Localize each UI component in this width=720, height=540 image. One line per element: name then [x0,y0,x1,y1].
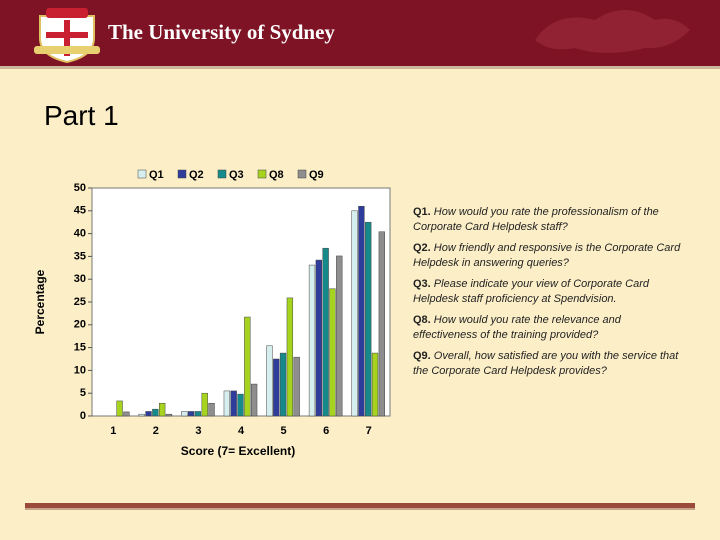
footer-bar [25,503,695,510]
bar [279,352,287,417]
y-tick-label: 25 [74,296,86,308]
legend-swatch [217,169,227,179]
legend-swatch [297,169,307,179]
question-label: Q8. [413,314,431,326]
legend-swatch [137,169,147,179]
question-text: Overall, how satisfied are you with the … [413,350,679,377]
question-text: Please indicate your view of Corporate C… [413,278,650,305]
legend-label: Q8 [269,169,284,181]
bar [223,390,231,417]
y-tick-label: 50 [74,182,86,194]
bar [336,255,343,417]
bar [371,352,379,417]
question-text: How friendly and responsive is the Corpo… [413,242,681,269]
x-tick-label: 5 [281,425,287,437]
bar [194,411,202,417]
y-tick-label: 35 [74,250,86,262]
y-tick-label: 15 [74,342,86,354]
bar [351,210,358,417]
question-note: Q3. Please indicate your view of Corpora… [413,277,688,306]
bar [308,264,316,417]
y-tick-label: 45 [74,205,86,217]
x-tick-label: 3 [195,425,201,437]
bar [165,413,173,417]
bar [329,288,336,417]
question-label: Q1. [413,206,431,218]
x-axis-label: Score (7= Excellent) [181,444,295,458]
bar [145,411,152,417]
y-tick-label: 5 [80,387,86,399]
y-tick-label: 10 [74,364,86,376]
y-tick-label: 20 [74,319,86,331]
question-note: Q1. How would you rate the professionali… [413,205,688,234]
legend-label: Q9 [309,169,324,181]
legend-label: Q2 [189,169,204,181]
plot-area [91,187,391,417]
question-notes: Q1. How would you rate the professionali… [413,205,688,385]
chart: Percentage Score (7= Excellent) 05101520… [33,169,391,458]
x-tick-label: 2 [153,425,159,437]
question-note: Q9. Overall, how satisfied are you with … [413,349,688,378]
question-note: Q2. How friendly and responsive is the C… [413,241,688,270]
bar [273,358,280,417]
question-text: How would you rate the professionalism o… [413,206,659,233]
bar [201,392,208,417]
question-note: Q8. How would you rate the relevance and… [413,313,688,342]
bar [208,402,215,417]
x-tick-label: 4 [238,425,245,437]
bar [378,231,385,417]
bar [286,297,294,417]
bar [230,390,237,417]
lion-emblem [535,10,690,53]
bar [250,383,258,417]
legend-label: Q1 [149,169,164,181]
bar [187,411,195,417]
x-tick-label: 7 [366,425,372,437]
header: The University of Sydney [0,0,720,69]
bar [181,411,188,417]
bar [138,413,145,417]
bar [152,408,159,417]
y-tick-label: 30 [74,273,86,285]
bar [322,247,329,417]
bar [123,411,130,417]
crest [34,8,100,64]
bar [116,400,123,417]
x-tick-label: 1 [110,425,116,437]
x-tick-label: 6 [323,425,329,437]
legend-swatch [257,169,267,179]
question-text: How would you rate the relevance and eff… [413,314,621,341]
bar [365,221,372,417]
bar [159,402,166,417]
question-label: Q9. [413,350,431,362]
bar [266,345,273,417]
y-tick-label: 40 [74,228,86,240]
y-tick-label: 0 [80,410,86,422]
bar [358,205,365,417]
question-label: Q2. [413,242,431,254]
y-axis-label: Percentage [33,269,47,334]
bar [237,393,244,417]
university-name: The University of Sydney [108,20,335,44]
legend-swatch [177,169,187,179]
bar [293,356,300,417]
bar [315,259,322,417]
slide-heading: Part 1 [44,100,119,131]
bar [244,316,251,417]
legend-label: Q3 [229,169,244,181]
question-label: Q3. [413,278,431,290]
